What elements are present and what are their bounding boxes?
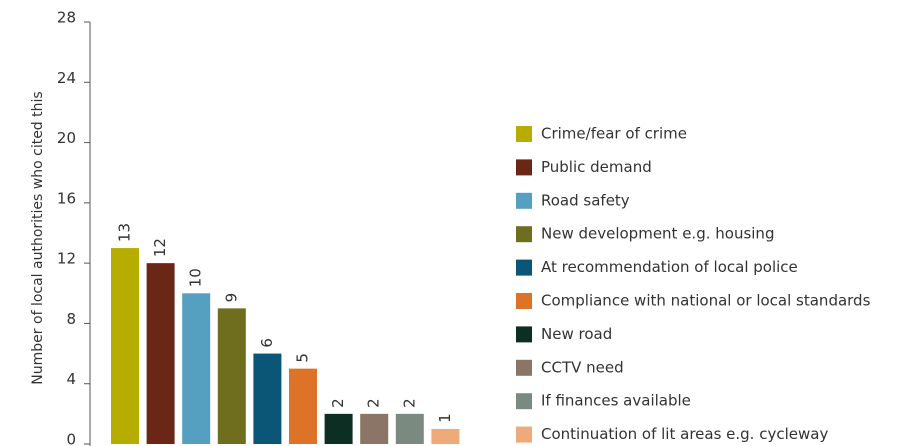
legend-label: New road [541, 325, 612, 343]
data-label: 2 [400, 398, 418, 408]
data-label: 12 [151, 238, 169, 257]
legend-swatch [516, 226, 532, 243]
y-tick-label: 24 [57, 69, 76, 87]
y-tick-label: 12 [57, 250, 76, 268]
legend-swatch [516, 426, 532, 443]
bar [253, 353, 282, 444]
legend-swatch [516, 359, 532, 376]
data-label: 13 [116, 223, 134, 242]
y-tick-label: 28 [57, 9, 76, 27]
legend-swatch [516, 393, 532, 410]
legend-swatch [516, 159, 532, 176]
legend-swatch [516, 192, 532, 209]
data-label: 10 [187, 268, 205, 287]
legend-label: Public demand [541, 158, 652, 176]
legend-swatch [516, 293, 532, 309]
bar [360, 413, 389, 444]
bar [111, 248, 139, 444]
bar [217, 308, 246, 444]
bar [289, 368, 317, 444]
legend-label: Continuation of lit areas e.g. cycleway [541, 425, 828, 443]
legend-label: If finances available [541, 392, 691, 410]
legend-label: Crime/fear of crime [541, 125, 687, 143]
y-tick-label: 20 [57, 129, 76, 147]
data-label: 5 [294, 353, 312, 363]
data-label: 9 [222, 293, 240, 303]
data-label: 2 [329, 398, 347, 408]
bar [182, 293, 211, 444]
legend-label: New development e.g. housing [541, 225, 774, 243]
y-tick-label: 8 [66, 310, 76, 328]
legend-swatch [516, 326, 532, 343]
legend-label: Compliance with national or local standa… [541, 292, 871, 310]
y-axis-label: Number of local authorities who cited th… [30, 91, 46, 384]
bar [395, 413, 424, 444]
legend-swatch [516, 126, 532, 142]
legend-label: Road safety [541, 191, 630, 209]
data-label: 2 [365, 398, 383, 408]
bar [146, 263, 175, 444]
legend-label: At recommendation of local police [541, 258, 798, 276]
data-label: 6 [258, 338, 276, 348]
y-tick-label: 16 [57, 189, 76, 207]
bar [324, 413, 353, 444]
y-tick-label: 4 [66, 370, 76, 388]
y-tick-label: 0 [66, 431, 76, 446]
bar [431, 428, 460, 444]
legend-swatch [516, 259, 532, 276]
data-label: 1 [436, 413, 454, 423]
legend-label: CCTV need [541, 358, 624, 376]
